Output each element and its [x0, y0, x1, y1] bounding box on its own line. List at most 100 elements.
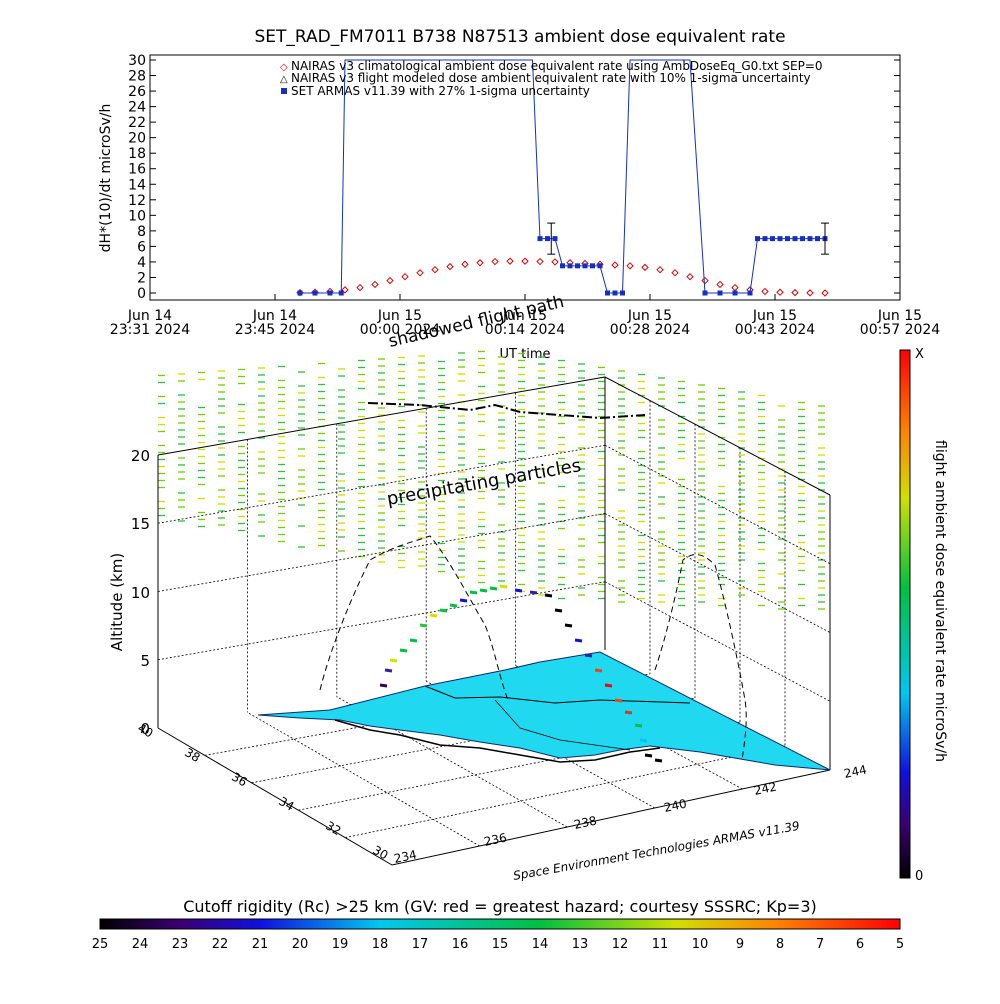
- bottom-colorbar-tick-label: 9: [736, 937, 744, 952]
- flight-track-segment: [439, 608, 448, 613]
- longitude-tick-label: 234: [393, 847, 418, 865]
- climatological-point: [476, 259, 484, 267]
- flight-track-segment: [634, 723, 643, 728]
- armas-point: [545, 236, 550, 242]
- altitude-tick-label: 5: [140, 652, 150, 670]
- right-colorbar-bottom-label: 0: [915, 869, 923, 884]
- climatological-point: [461, 260, 469, 268]
- climatological-point: [686, 272, 694, 281]
- 3d-back-edge-right: [604, 376, 831, 496]
- bottom-colorbar-tick-label: 7: [816, 937, 824, 952]
- flight-track-segment: [624, 710, 633, 715]
- flight-track-segment: [529, 590, 538, 595]
- right-colorbar-title: flight ambient dose equivalent rate micr…: [932, 440, 948, 762]
- y-tick-label: 10: [128, 208, 146, 224]
- gridline-floor-lat: [345, 745, 786, 838]
- latitude-tick-label: 34: [276, 794, 296, 814]
- climatological-point: [701, 276, 709, 285]
- climatological-point: [626, 262, 634, 270]
- y-tick-label: 4: [137, 255, 146, 271]
- climatological-point: [506, 257, 514, 265]
- x-tick-label-line1: Jun 15: [877, 308, 922, 324]
- y-tick-label: 30: [128, 53, 146, 69]
- climatological-point: [761, 287, 769, 296]
- 3d-box: [157, 376, 831, 866]
- flight-track-segment: [499, 584, 508, 589]
- bottom-colorbar-tick-label: 22: [212, 937, 229, 952]
- flight-track-segment: [604, 683, 613, 688]
- armas-point: [312, 290, 318, 296]
- top-series: [296, 59, 829, 297]
- climatological-point: [431, 265, 439, 274]
- flight-track-segment: [379, 683, 388, 688]
- bottom-colorbar-tick-label: 6: [856, 937, 864, 952]
- gridline-right-wall: [604, 513, 831, 633]
- top-x-axis-label: UT time: [500, 347, 551, 362]
- y-tick-label: 8: [137, 224, 146, 240]
- y-tick-label: 18: [128, 146, 146, 162]
- coastline-detail: [334, 719, 661, 763]
- armas-point: [590, 263, 595, 269]
- armas-point: [612, 290, 618, 296]
- bottom-colorbar-tick-label: 10: [692, 937, 709, 952]
- bottom-colorbar-tick-label: 5: [896, 937, 904, 952]
- longitude-tick-label: 236: [483, 830, 508, 848]
- bottom-colorbar-tick-label: 20: [292, 937, 309, 952]
- armas-point: [792, 236, 798, 242]
- armas-point: [597, 263, 603, 269]
- bottom-colorbar: [99, 918, 901, 930]
- bottom-colorbar-tick-label: 15: [492, 937, 509, 952]
- altitude-tick-label: 0: [140, 720, 150, 738]
- armas-point: [807, 236, 813, 242]
- armas-point: [552, 236, 558, 242]
- bottom-colorbar-tick-label: 23: [172, 937, 189, 952]
- armas-point: [327, 290, 333, 296]
- y-tick-label: 26: [128, 84, 146, 100]
- top-legend: ◇ NAIRAS v3 climatological ambient dose …: [280, 59, 823, 98]
- y-tick-label: 20: [128, 131, 146, 147]
- gridline-left-wall: [157, 513, 606, 592]
- armas-point: [800, 236, 805, 242]
- climatological-point: [716, 280, 724, 289]
- climatological-point: [491, 257, 499, 266]
- legend-entry-1: NAIRAS v3 flight modeled dose ambient eq…: [291, 71, 811, 85]
- y-tick-label: 24: [128, 100, 146, 116]
- flight-track-segment: [399, 648, 408, 653]
- armas-point: [777, 236, 783, 242]
- flight-track-segment: [429, 613, 438, 618]
- longitude-tick-label: 240: [663, 796, 688, 814]
- climatological-point: [656, 265, 664, 274]
- right-colorbar-top-label: X: [915, 347, 924, 362]
- x-tick-label-line1: Jun 15: [752, 308, 797, 324]
- bottom-colorbar-tick-label: 12: [612, 937, 629, 952]
- climatological-point: [806, 289, 814, 297]
- armas-point: [815, 236, 820, 242]
- flight-track-segment: [449, 603, 458, 608]
- bottom-colorbar-title: Cutoff rigidity (Rc) >25 km (GV: red = g…: [183, 897, 817, 916]
- armas-point: [770, 236, 775, 242]
- bottom-colorbar-tick-label: 24: [132, 937, 149, 952]
- bottom-colorbar-tick-label: 14: [532, 937, 549, 952]
- y-tick-label: 6: [137, 239, 146, 255]
- x-tick-label-line1: Jun 14: [252, 308, 297, 324]
- flight-track-segment: [479, 588, 488, 593]
- armas-point: [620, 290, 625, 296]
- climatological-point: [641, 263, 649, 272]
- flight-track-segment: [564, 623, 573, 628]
- flight-track-segment: [514, 588, 523, 593]
- flight-track-segment: [644, 753, 653, 758]
- x-tick-label-line2: 00:43 2024: [735, 322, 816, 338]
- armas-point: [762, 236, 768, 242]
- latitude-tick-label: 30: [370, 843, 390, 863]
- climatological-point: [521, 257, 529, 265]
- flight-track-segment: [639, 738, 648, 743]
- legend-marker-1: △: [280, 74, 288, 85]
- armas-point: [567, 263, 573, 269]
- climatological-point: [371, 280, 379, 289]
- x-tick-label-line2: 23:45 2024: [235, 322, 316, 338]
- flight-track-segment: [489, 586, 498, 591]
- flight-shadow-right-wall: [654, 554, 747, 761]
- x-tick-label-line1: Jun 14: [127, 308, 172, 324]
- longitude-tick-label: 244: [843, 762, 868, 780]
